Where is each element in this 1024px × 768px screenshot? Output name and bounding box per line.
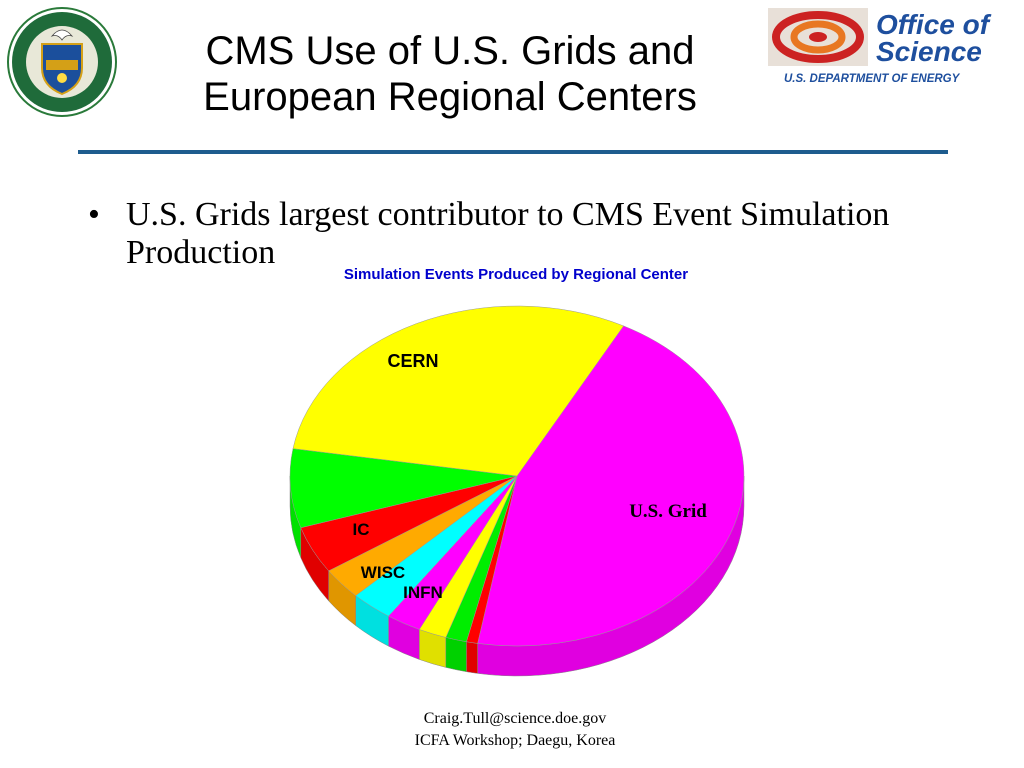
footer-email: Craig.Tull@science.doe.gov xyxy=(423,710,607,727)
pie-label-9: CERN xyxy=(387,351,438,371)
footer-event: ICFA Workshop; Daegu, Korea xyxy=(414,732,616,749)
us-doe-text: U.S. DEPARTMENT OF ENERGY xyxy=(784,73,961,85)
chart-title: Simulation Events Produced by Regional C… xyxy=(344,266,688,283)
pie-label-8: IC xyxy=(353,520,370,539)
pie-slice-8 xyxy=(289,448,518,529)
doe-seal-logo xyxy=(7,7,117,117)
pie-slice-side-1 xyxy=(466,641,478,674)
office-of-science-logo: Office of Science U.S. DEPARTMENT OF ENE… xyxy=(768,8,992,85)
pie-slice-0 xyxy=(477,325,745,647)
pie-slice-9 xyxy=(292,305,624,477)
science-text: Science xyxy=(876,36,982,67)
title-divider xyxy=(78,150,948,154)
pie-top-faces xyxy=(289,305,745,647)
bullet-dot: • xyxy=(88,196,100,233)
pie-label-7: WISC xyxy=(361,563,405,582)
slide-title-line-1: CMS Use of U.S. Grids and xyxy=(205,29,695,73)
pie-slice-side-2 xyxy=(445,637,467,673)
pie-label-0: U.S. Grid xyxy=(629,501,707,522)
pie-label-5: INFN xyxy=(403,583,443,602)
office-of-text: Office of xyxy=(876,9,992,40)
slide-title-line-2: European Regional Centers xyxy=(203,75,697,119)
footer: Craig.Tull@science.doe.gov ICFA Workshop… xyxy=(370,708,660,752)
slide-title: CMS Use of U.S. Grids and European Regio… xyxy=(150,28,750,120)
bullet-text: U.S. Grids largest contributor to CMS Ev… xyxy=(126,196,890,271)
